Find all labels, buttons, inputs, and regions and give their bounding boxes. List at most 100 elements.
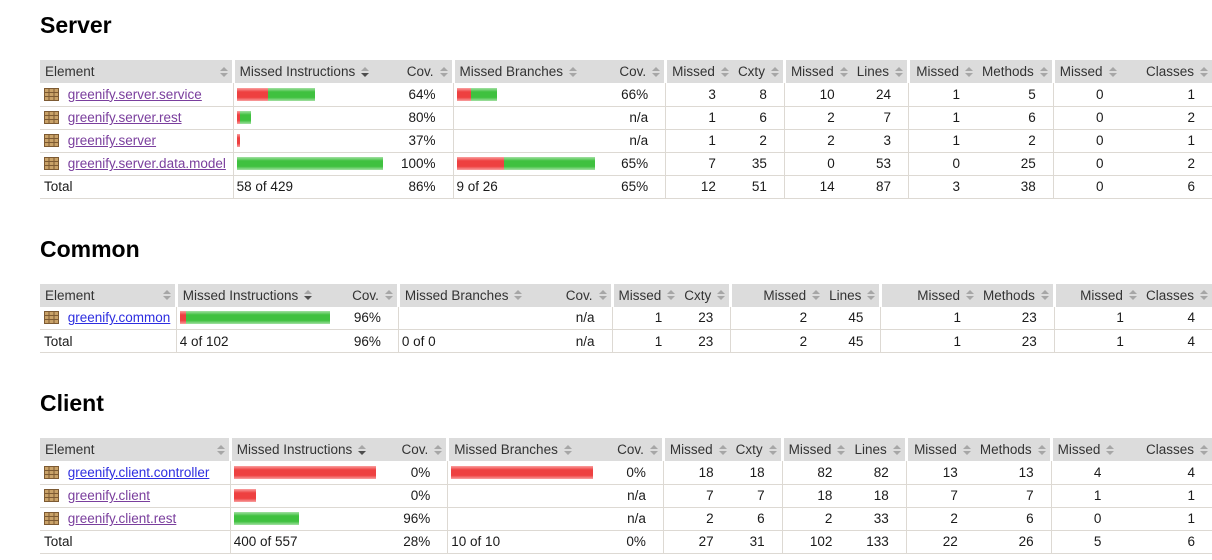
package-link-greenify-server[interactable]: greenify.server: [67, 133, 157, 148]
column-header-missed-7[interactable]: Missed: [782, 60, 852, 83]
column-header-missed-branches-3[interactable]: Missed Branches: [446, 438, 596, 461]
column-header-missed-instructions-1[interactable]: Missed Instructions: [228, 438, 376, 461]
column-header-missed-11[interactable]: Missed: [1049, 438, 1119, 461]
column-header-lines-8[interactable]: Lines: [851, 60, 909, 83]
column-header-cxty-6[interactable]: Cxty: [732, 60, 785, 83]
column-header-label: Lines: [856, 64, 889, 79]
instructions-bar-cell: [175, 306, 341, 330]
column-header-element-0[interactable]: Element: [40, 438, 231, 461]
header-row: Element Missed Instructions Cov. Missed Bra…: [40, 60, 1212, 83]
classes-value: 4: [1140, 306, 1212, 330]
total-branches-missed: 9 of 26: [452, 175, 600, 199]
column-header-missed-instructions-1[interactable]: Missed Instructions: [231, 60, 383, 83]
branches-coverage-value: 65%: [599, 152, 666, 176]
column-header-missed-branches-3[interactable]: Missed Branches: [451, 60, 600, 83]
column-header-missed-5[interactable]: Missed: [661, 438, 731, 461]
column-header-cov--2[interactable]: Cov.: [340, 283, 399, 307]
column-header-cov--4[interactable]: Cov.: [599, 60, 666, 83]
package-link-greenify-common[interactable]: greenify.common: [67, 310, 171, 326]
covered-segment: [470, 87, 497, 101]
missed-cxty-value: 3: [665, 83, 733, 107]
cxty-value: 35: [732, 152, 785, 176]
column-header-classes-12[interactable]: Classes: [1120, 60, 1212, 83]
column-header-label: Missed: [917, 287, 961, 303]
sort-icon: [598, 290, 607, 300]
column-header-lines-8[interactable]: Lines: [824, 283, 881, 307]
classes-value: 2: [1120, 106, 1212, 130]
column-header-missed-5[interactable]: Missed: [664, 60, 733, 83]
package-link-greenify-client-rest[interactable]: greenify.client.rest: [67, 511, 177, 526]
column-header-classes-12[interactable]: Classes: [1140, 283, 1212, 307]
total-label: Total: [40, 530, 231, 554]
total-branches-missed: 0 of 0: [397, 329, 543, 353]
missed-segment: [233, 489, 256, 502]
column-header-element-0[interactable]: Element: [40, 283, 177, 307]
sort-icon: [434, 444, 443, 455]
column-header-cov--4[interactable]: Cov.: [542, 283, 613, 307]
column-header-label: Missed: [1059, 64, 1103, 79]
package-link-greenify-client[interactable]: greenify.client: [67, 488, 151, 503]
column-header-missed-11[interactable]: Missed: [1052, 283, 1141, 307]
coverage-table: Element Missed Instructions Cov. Missed Bra…: [40, 283, 1212, 353]
column-header-missed-9[interactable]: Missed: [906, 60, 977, 83]
total-branches-missed: 10 of 10: [447, 530, 596, 554]
column-header-cov--2[interactable]: Cov.: [375, 438, 448, 461]
column-header-lines-8[interactable]: Lines: [849, 438, 907, 461]
table-row: greenify.server 37% n/a 1 2 2 3 1 2 0 1: [40, 129, 1212, 153]
methods-value: 25: [976, 152, 1054, 176]
branches-bar-cell: [452, 152, 600, 176]
column-header-label: Element: [45, 442, 95, 457]
branches-coverage-value: 66%: [599, 83, 666, 107]
element-cell: greenify.server.data.model: [40, 152, 234, 176]
total-branches-coverage: n/a: [542, 329, 613, 353]
column-header-classes-12[interactable]: Classes: [1118, 438, 1212, 461]
classes-value: 1: [1120, 129, 1212, 153]
column-header-methods-10[interactable]: Methods: [976, 60, 1054, 83]
column-header-missed-9[interactable]: Missed: [904, 438, 975, 461]
instructions-bar-cell: [229, 507, 376, 531]
sort-icon: [652, 66, 661, 77]
column-header-cov--2[interactable]: Cov.: [382, 60, 453, 83]
column-header-cov--4[interactable]: Cov.: [595, 438, 664, 461]
branches-bar-cell: [447, 507, 596, 531]
column-header-missed-branches-3[interactable]: Missed Branches: [396, 283, 543, 307]
total-missed-lines-value: 2: [730, 329, 825, 353]
column-header-element-0[interactable]: Element: [40, 60, 234, 83]
branches-bar-cell: [447, 461, 596, 485]
package-link-greenify-server-rest[interactable]: greenify.server.rest: [67, 110, 182, 125]
column-header-missed-instructions-1[interactable]: Missed Instructions: [174, 283, 341, 307]
total-missed-lines-value: 14: [783, 175, 852, 199]
lines-value: 3: [851, 129, 909, 153]
branches-bar-cell: [452, 83, 600, 107]
sort-icon: [1128, 290, 1137, 300]
column-header-missed-9[interactable]: Missed: [879, 283, 979, 307]
column-header-label: Missed Instructions: [236, 442, 353, 457]
column-header-missed-7[interactable]: Missed: [780, 438, 850, 461]
column-header-cxty-6[interactable]: Cxty: [730, 438, 783, 461]
package-icon: [44, 311, 59, 325]
branches-coverage-value: n/a: [595, 507, 664, 531]
missed-cxty-value: 7: [662, 484, 731, 508]
column-header-missed-5[interactable]: Missed: [610, 283, 680, 307]
column-header-cxty-6[interactable]: Cxty: [679, 283, 731, 307]
missed-classes-value: 0: [1052, 106, 1121, 130]
column-header-label: Cov.: [406, 64, 434, 79]
column-header-methods-10[interactable]: Methods: [978, 283, 1055, 307]
column-header-label: Missed Branches: [454, 442, 558, 457]
missed-segment: [236, 134, 240, 147]
sort-icon: [964, 66, 973, 77]
column-header-methods-10[interactable]: Methods: [974, 438, 1052, 461]
column-header-label: Missed: [618, 287, 662, 303]
cxty-value: 6: [732, 106, 785, 130]
sort-icon: [770, 66, 779, 77]
package-link-greenify-client-controller[interactable]: greenify.client.controller: [67, 464, 210, 480]
total-row: Total 58 of 429 86% 9 of 26 65% 12 51 14 87 3 38 0 6: [40, 175, 1212, 199]
column-header-missed-7[interactable]: Missed: [729, 283, 825, 307]
missed-methods-value: 7: [905, 484, 975, 508]
package-link-greenify-server-data-model[interactable]: greenify.server.data.model: [67, 156, 226, 171]
total-missed-classes-value: 5: [1050, 530, 1119, 554]
total-label: Total: [40, 175, 234, 199]
package-link-greenify-server-service[interactable]: greenify.server.service: [67, 86, 202, 102]
column-header-missed-11[interactable]: Missed: [1051, 60, 1121, 83]
